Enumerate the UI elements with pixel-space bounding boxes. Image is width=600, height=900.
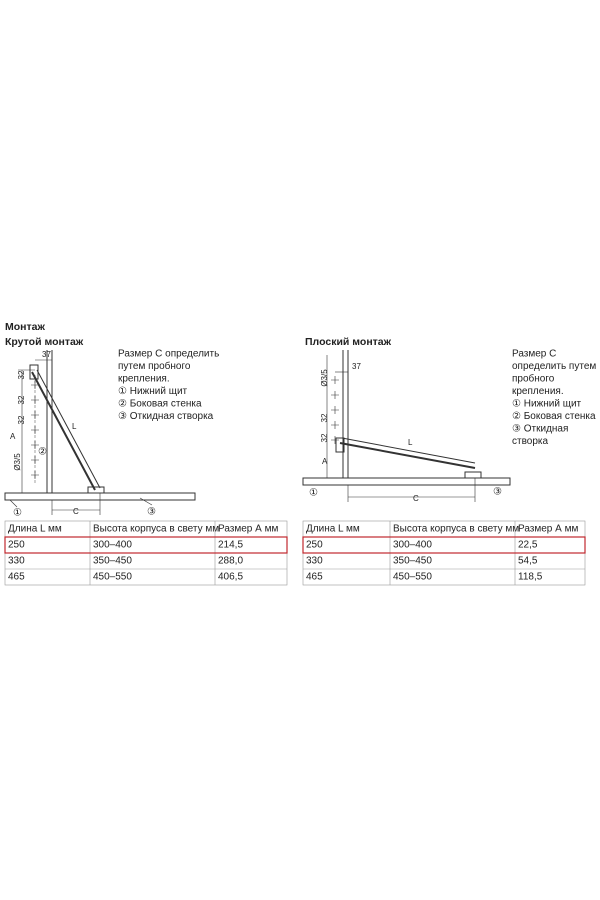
dim-label: C — [413, 494, 419, 503]
dim-label: 32 — [17, 395, 26, 404]
part-label: ③ — [493, 487, 502, 498]
table-header: Длина L мм — [306, 524, 360, 535]
table-cell: 465 — [8, 572, 25, 583]
note: Размер С определить — [118, 349, 219, 360]
note: Размер С — [512, 349, 556, 360]
part-label: ③ — [147, 507, 156, 518]
note: ② Боковая стенка — [512, 411, 596, 422]
table-cell: 330 — [8, 556, 25, 567]
table-cell: 465 — [306, 572, 323, 583]
dim-label: A — [322, 457, 328, 466]
table-cell: 350–450 — [93, 556, 132, 567]
dim-label: L — [72, 422, 77, 431]
part-label: ① — [13, 508, 22, 519]
highlight — [302, 536, 586, 554]
note: створка — [512, 436, 548, 447]
table-cell: 450–550 — [93, 572, 132, 583]
note: крепления. — [512, 386, 564, 397]
table-cell: 300–400 — [93, 540, 132, 551]
flat-diagram: 37 Ø3/5 32 32 A L C ① ③ — [302, 350, 511, 503]
table-cell: 250 — [306, 540, 323, 551]
table-header: Размер А мм — [218, 524, 278, 535]
note: ① Нижний щит — [512, 399, 582, 410]
note: путем пробного — [118, 360, 191, 372]
table-cell: 300–400 — [393, 540, 432, 551]
table-header: Длина L мм — [8, 524, 62, 535]
dim-label: C — [73, 507, 79, 516]
dim-label: 32 — [320, 433, 329, 442]
table-header: Высота корпуса в свету мм — [93, 524, 219, 535]
note: определить путем — [512, 361, 596, 372]
table-cell: 118,5 — [518, 572, 543, 583]
table-cell: 214,5 — [218, 540, 243, 551]
steep-diagram: 37 32 32 32 A Ø3/5 L C ① ② ③ — [4, 350, 196, 519]
dim-label: Ø3/5 — [13, 453, 22, 471]
part-label: ① — [309, 488, 318, 499]
table-cell: 22,5 — [518, 540, 538, 551]
dim-label: 32 — [17, 370, 26, 379]
section-title: Плоский монтаж — [305, 336, 392, 348]
dim-label: 32 — [17, 415, 26, 424]
note: ③ Откидная — [512, 424, 568, 435]
table-header: Размер А мм — [518, 524, 578, 535]
dim-label: 37 — [352, 362, 361, 371]
dim-label: 37 — [42, 350, 51, 359]
table-cell: 54,5 — [518, 556, 538, 567]
dim-label: A — [10, 432, 16, 441]
dim-label: 32 — [320, 413, 329, 422]
highlight — [4, 536, 288, 554]
table-cell: 330 — [306, 556, 323, 567]
table-cell: 350–450 — [393, 556, 432, 567]
table-cell: 250 — [8, 540, 25, 551]
table-header: Высота корпуса в свету мм — [393, 524, 519, 535]
section-title: Крутой монтаж — [5, 336, 84, 348]
table-cell: 450–550 — [393, 572, 432, 583]
note: ① Нижний щит — [118, 386, 188, 397]
table-cell: 406,5 — [218, 572, 243, 583]
table-cell: 288,0 — [218, 556, 243, 567]
part-label: ② — [38, 447, 47, 458]
note: ② Боковая стенка — [118, 399, 202, 410]
note: пробного — [512, 373, 555, 385]
dim-label: Ø3/5 — [320, 369, 329, 387]
note: ③ Откидная створка — [118, 411, 214, 422]
note: крепления. — [118, 374, 170, 385]
heading: Монтаж — [5, 321, 45, 333]
dim-label: L — [408, 438, 413, 447]
